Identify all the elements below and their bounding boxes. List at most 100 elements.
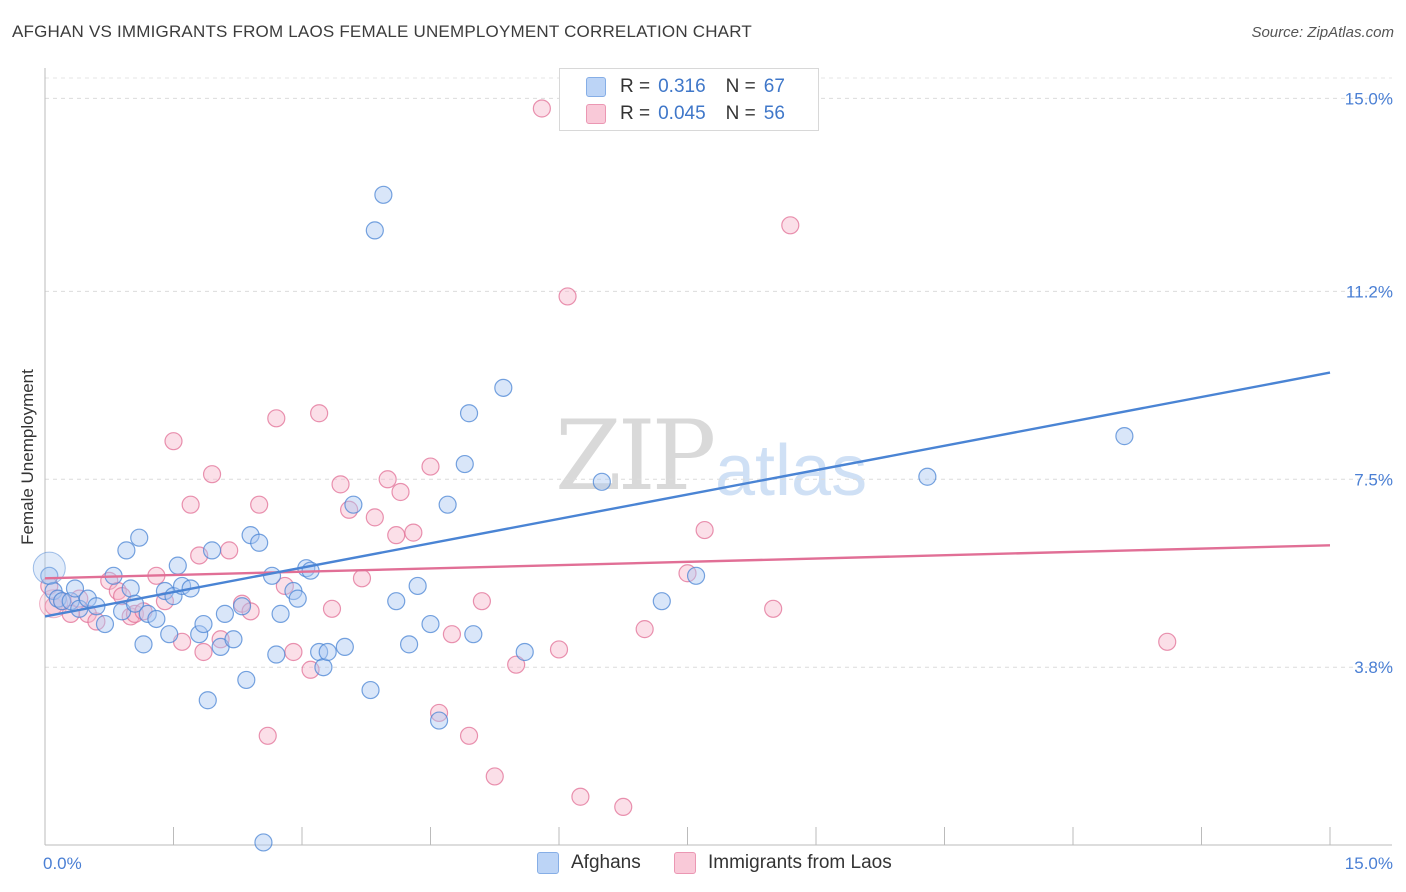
afghan-point <box>365 221 384 240</box>
laos-point <box>352 569 372 588</box>
afghan-point <box>65 579 85 598</box>
afghan-point <box>138 604 157 623</box>
bottom-legend-afghans: Afghans <box>537 852 641 874</box>
afghans-legend-swatch <box>537 852 559 874</box>
laos-point <box>211 630 230 649</box>
afghan-point <box>130 528 149 547</box>
y-axis-title: Female Unemployment <box>18 369 37 545</box>
series-afghans-points <box>32 185 1134 852</box>
afghan-point <box>374 185 393 204</box>
legend-r-value-afghans: 0.316 <box>658 76 706 97</box>
afghan-point <box>254 833 273 852</box>
afghan-point <box>361 680 380 700</box>
laos-point <box>781 216 800 235</box>
watermark-atlas: atlas <box>715 431 868 511</box>
laos-point <box>322 599 342 618</box>
afghan-point <box>652 592 671 611</box>
laos-point <box>442 625 462 644</box>
afghan-point <box>344 495 363 514</box>
legend-row-afghans: R = 0.316 N = 67 <box>586 74 785 100</box>
afghan-point <box>198 691 217 710</box>
afghan-point <box>215 604 234 623</box>
legend-r-value-laos: 0.045 <box>658 103 706 124</box>
laos-point <box>1158 632 1177 651</box>
laos-point <box>241 602 260 621</box>
laos-point <box>404 523 423 542</box>
laos-point <box>267 409 286 428</box>
afghan-point <box>429 711 449 730</box>
chart-source: Source: ZipAtlas.com <box>1251 24 1394 41</box>
afghan-point <box>421 614 440 634</box>
laos-point <box>387 526 406 545</box>
afghan-point <box>464 625 483 644</box>
laos-point <box>507 655 526 674</box>
afghan-point <box>117 541 136 560</box>
afghan-point <box>232 597 252 616</box>
afghan-point <box>271 604 290 623</box>
afghan-point <box>224 630 243 649</box>
afghan-point <box>455 454 474 474</box>
tick-labels: 3.8% 7.5% 11.2% 15.0% 0.0% 15.0% <box>43 89 1393 873</box>
legend-r-label: R = <box>620 103 651 124</box>
legend-r-label: R = <box>620 76 651 97</box>
afghan-point <box>121 579 140 598</box>
laos-point <box>310 404 329 423</box>
laos-point <box>250 495 269 514</box>
bottom-legend-laos: Immigrants from Laos <box>674 852 892 874</box>
y-tick-label: 7.5% <box>1354 470 1393 489</box>
laos-legend-swatch <box>674 852 696 874</box>
afghans-swatch <box>586 77 606 97</box>
laos-point <box>459 726 479 745</box>
afghan-point <box>438 495 457 514</box>
afghan-point <box>686 566 706 585</box>
afghan-point-large <box>32 551 66 585</box>
laos-point <box>764 599 783 618</box>
afghan-point <box>918 467 937 486</box>
afghan-point <box>408 576 427 596</box>
afghan-point <box>592 472 611 491</box>
afghan-point <box>194 614 213 634</box>
laos-point <box>202 465 222 484</box>
laos-point <box>164 432 183 451</box>
afghan-point <box>399 635 419 654</box>
laos-point <box>485 767 504 786</box>
laos-point <box>391 482 410 502</box>
afghans-legend-label: Afghans <box>571 852 641 873</box>
laos-swatch <box>586 104 606 124</box>
afghan-point <box>387 592 406 611</box>
afghan-point <box>134 635 153 654</box>
afghan-point <box>250 533 269 552</box>
laos-point <box>558 287 577 306</box>
correlation-legend: R = 0.316 N = 67 R = 0.045 N = 56 <box>559 68 819 131</box>
laos-point <box>275 576 294 596</box>
afghan-trend-line <box>44 371 1331 618</box>
laos-point <box>378 470 397 489</box>
laos-point <box>194 642 213 662</box>
laos-point <box>635 620 654 639</box>
laos-point <box>472 592 491 611</box>
laos-point <box>258 726 277 745</box>
laos-trend-line <box>44 544 1331 580</box>
afghan-point <box>95 614 115 634</box>
y-tick-label: 3.8% <box>1354 658 1393 677</box>
afghan-point <box>262 566 282 585</box>
afghan-point <box>494 378 513 397</box>
legend-n-label: N = <box>725 103 756 124</box>
afghan-point <box>147 609 166 629</box>
x-tick-label: 15.0% <box>1345 854 1393 873</box>
laos-point <box>532 99 551 118</box>
afghan-point <box>202 541 222 560</box>
trend-lines <box>44 371 1331 618</box>
laos-point <box>549 640 569 659</box>
axes <box>44 68 1392 846</box>
laos-point <box>421 457 440 476</box>
x-tick-label: 0.0% <box>43 854 82 873</box>
laos-point <box>284 642 303 662</box>
afghan-point <box>318 642 337 662</box>
legend-n-label: N = <box>725 76 756 97</box>
y-tick-label: 15.0% <box>1345 89 1393 108</box>
afghan-point <box>267 645 286 664</box>
afghan-point <box>288 589 307 608</box>
laos-point <box>331 475 350 494</box>
